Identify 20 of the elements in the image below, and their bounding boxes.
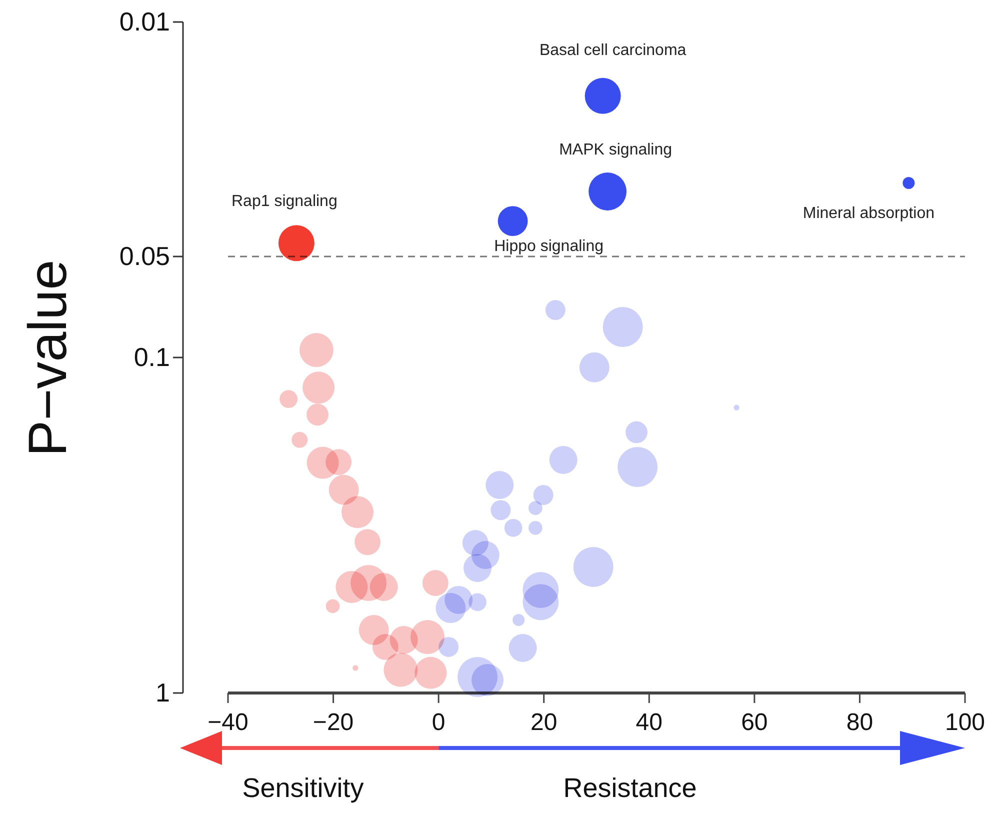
annotation: Mineral absorption <box>802 205 934 222</box>
y-tick-label: 0.1 <box>134 342 170 372</box>
annotation: Rap1 signaling <box>232 193 338 210</box>
x-tick-label: −40 <box>208 709 248 736</box>
annotation: Basal cell carcinoma <box>539 42 686 59</box>
x-tick-label: 20 <box>530 709 558 736</box>
x-tick-label: 100 <box>944 709 986 736</box>
x-tick-label: 0 <box>432 709 446 736</box>
x-tick-label: 40 <box>636 709 662 736</box>
text: Sensitivity <box>242 773 364 803</box>
x-tick-label: −20 <box>312 709 354 736</box>
x-tick-label: 60 <box>741 709 768 736</box>
annotation: Hippo signaling <box>494 238 604 256</box>
y-tick-label: 1 <box>156 677 170 708</box>
x-tick-label: 80 <box>846 709 874 736</box>
annotation: MAPK signaling <box>559 141 672 158</box>
y-tick-label: 0.05 <box>119 240 170 271</box>
y-axis-title: P−value <box>18 260 78 456</box>
y-tick-label: 0.01 <box>119 6 170 36</box>
text: Resistance <box>563 773 697 803</box>
